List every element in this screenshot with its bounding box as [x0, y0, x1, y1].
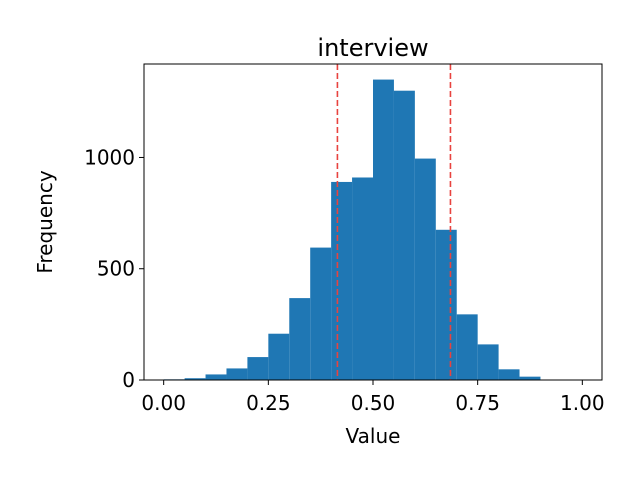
- histogram-bar: [205, 374, 227, 380]
- histogram-bar: [519, 376, 541, 380]
- bars-group: [163, 79, 562, 381]
- reference-lines-group: [336, 64, 452, 380]
- x-axis-ticks: 0.00 0.25 0.50 0.75 1.00: [141, 380, 605, 415]
- histogram-bar: [373, 79, 394, 381]
- histogram-bar: [268, 333, 290, 380]
- histogram-bar: [289, 298, 311, 380]
- y-tick-label: 500: [97, 257, 135, 281]
- x-tick-label: 0.25: [246, 391, 291, 415]
- chart-title: interview: [317, 34, 428, 62]
- y-axis-ticks: 0 500 1000: [84, 145, 144, 392]
- histogram-bar: [310, 247, 332, 380]
- histogram-bar: [414, 158, 436, 380]
- histogram-bar: [435, 229, 457, 380]
- histogram-bar: [331, 181, 353, 380]
- y-axis-label: Frequency: [33, 170, 57, 273]
- histogram-bar: [352, 177, 373, 380]
- histogram-bar: [456, 314, 478, 380]
- histogram-bar: [393, 90, 415, 380]
- histogram-bar: [184, 378, 206, 380]
- y-tick-label: 1000: [84, 145, 135, 169]
- x-tick-label: 0.50: [351, 391, 396, 415]
- histogram-bar: [477, 344, 499, 380]
- x-tick-label: 1.00: [560, 391, 605, 415]
- x-tick-label: 0.75: [455, 391, 500, 415]
- x-tick-label: 0.00: [141, 391, 186, 415]
- y-tick-label: 0: [122, 368, 135, 392]
- x-axis-label: Value: [346, 424, 401, 448]
- histogram-bar: [226, 368, 248, 380]
- histogram-bar: [498, 369, 520, 380]
- histogram-bar: [247, 357, 269, 380]
